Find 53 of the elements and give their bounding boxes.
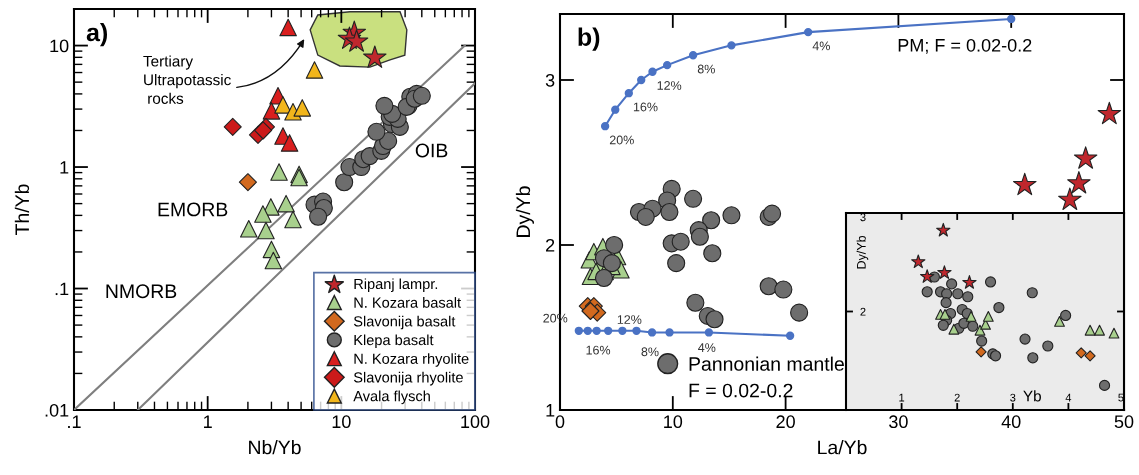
annotation: 8%: [697, 64, 715, 74]
x-tick-label: 2: [954, 393, 960, 402]
y-tick-label: .1: [55, 282, 69, 296]
y-tick-label: 1: [546, 404, 555, 417]
y-axis-title: Th/Yb: [14, 184, 30, 235]
x-tick-label: 5: [1118, 393, 1124, 402]
x-tick-label: 10: [332, 415, 351, 429]
legend-label: Slavonija rhyolite: [353, 371, 463, 386]
x-tick-label: 10: [664, 415, 683, 429]
x-tick-label: .1: [68, 415, 81, 428]
annotation: 4%: [698, 343, 716, 352]
x-tick-label: 50: [1114, 415, 1134, 429]
x-tick-label: 40: [1001, 415, 1021, 429]
y-tick-label: 10: [50, 39, 69, 53]
annotation: F = 0.02-0.2: [689, 383, 793, 398]
x-axis-title: Yb: [1023, 390, 1041, 402]
annotation: Pannonian mantle: [689, 356, 844, 371]
x-tick-label: 4: [1065, 393, 1072, 402]
x-tick-label: 0: [555, 415, 565, 429]
legend-label: Ripanj lampr.: [354, 278, 438, 292]
x-tick-label: 1: [899, 393, 905, 402]
annotation: 12%: [617, 315, 642, 324]
legend-label: Klepa basalt: [354, 334, 434, 349]
annotation: NMORB: [106, 284, 177, 299]
text: b): [578, 27, 600, 51]
x-tick-label: 1: [204, 415, 212, 428]
legend-label: Avala flysch: [353, 390, 430, 405]
annotation: 16%: [633, 102, 658, 112]
legend-label: N. Kozara basalt: [354, 297, 461, 308]
x-tick-label: 3: [1010, 393, 1016, 402]
annotation: 4%: [812, 41, 830, 51]
legend-label: Slavonija basalt: [353, 315, 456, 330]
annotation: 16%: [586, 345, 611, 355]
annotation: 20%: [609, 135, 634, 145]
x-tick-label: 100: [461, 415, 490, 429]
annotation: 12%: [657, 81, 682, 90]
text: a): [86, 22, 108, 47]
x-tick-label: 30: [889, 415, 908, 429]
y-tick-label: 3: [545, 73, 555, 87]
annotation: 8%: [641, 347, 659, 357]
y-axis-title: Dy/Yb: [515, 186, 534, 237]
y-tick-label: 2: [546, 238, 555, 252]
x-axis-title: La/Yb: [818, 440, 867, 455]
annotation: PM; F = 0.02-0.2: [898, 38, 1032, 54]
y-axis-title: Dy/Yb: [856, 235, 869, 269]
annotation: OIB: [415, 143, 448, 158]
legend-label: N. Kozara rhyolite: [354, 353, 469, 367]
annotation: EMORB: [158, 202, 228, 217]
x-tick-label: 20: [776, 415, 795, 429]
y-tick-label: 1: [60, 161, 69, 174]
y-tick-label: .01: [45, 403, 69, 417]
x-axis-title: Nb/Yb: [249, 440, 301, 455]
annotation: Tertiary Ultrapotassic rocks: [143, 55, 231, 104]
